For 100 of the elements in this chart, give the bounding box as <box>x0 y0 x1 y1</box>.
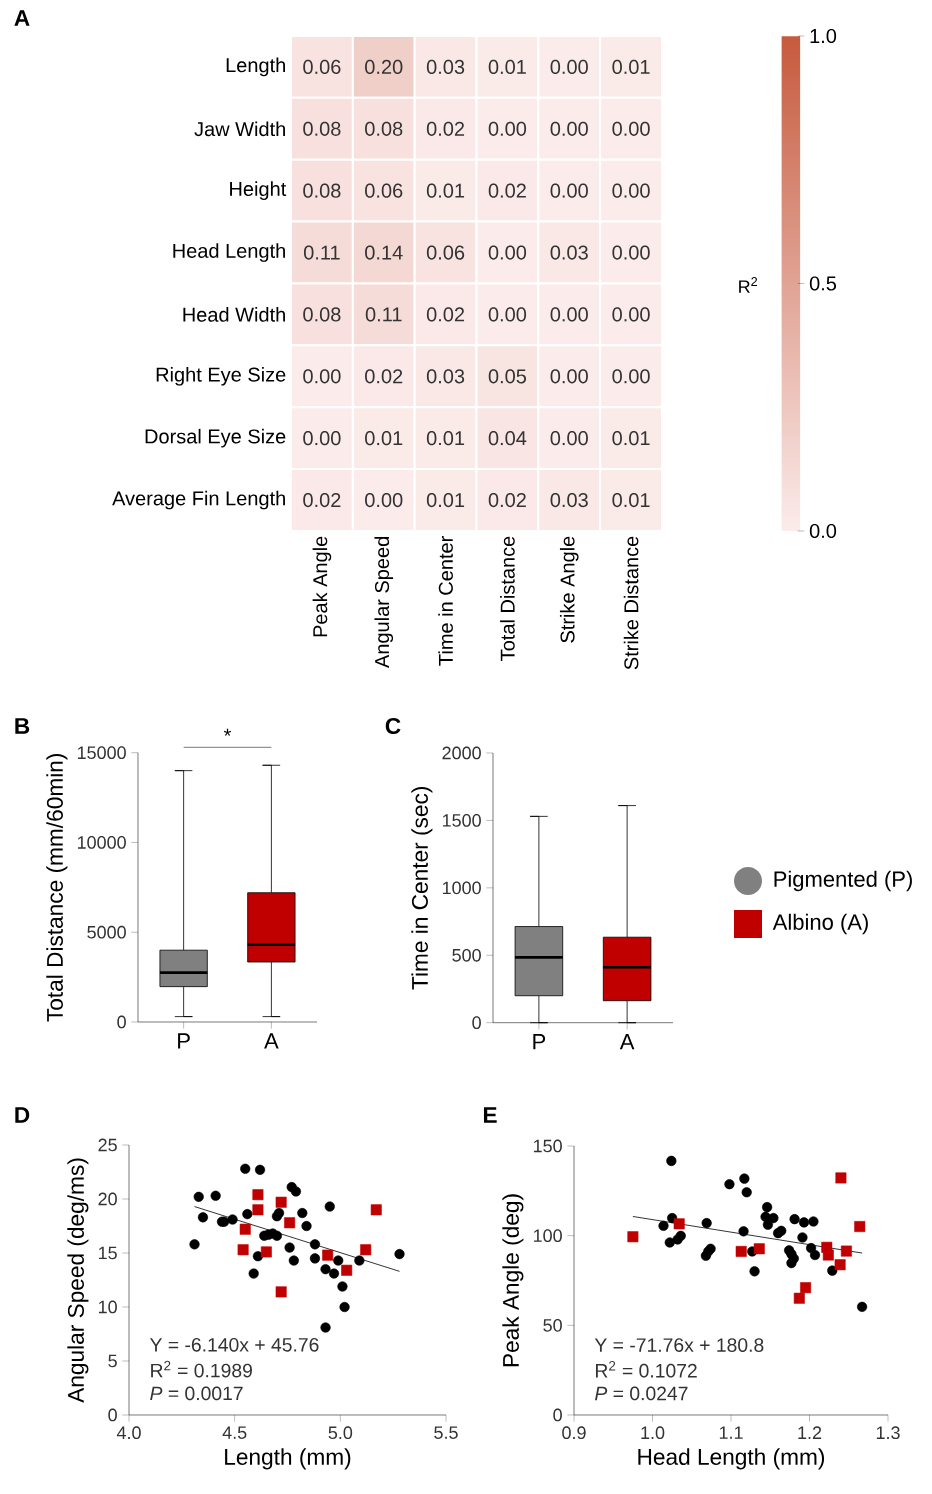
x-tick-label: 1.3 <box>876 1426 900 1440</box>
x-axis-title: Length (mm) <box>225 1448 351 1470</box>
data-label: 0.00 <box>303 431 341 446</box>
data-label: 0.00 <box>550 183 588 198</box>
x-tick-label: P <box>178 1033 190 1049</box>
x-tick-label: Strike Angle <box>559 536 579 643</box>
y-axis-title: Total Distance (mm/60min) <box>46 754 68 1022</box>
data-label: 0.14 <box>365 245 403 260</box>
data-label: 0.08 <box>303 183 341 198</box>
data-label: 0.00 <box>550 121 588 136</box>
data-label: 0.01 <box>612 59 650 75</box>
text: * <box>223 728 232 736</box>
y-tick-label: Jaw Width <box>194 121 285 137</box>
y-tick-label: 1000 <box>442 881 481 895</box>
data-label: 0.04 <box>488 431 527 446</box>
data-label: 0.20 <box>365 59 403 75</box>
y-tick-label: 15000 <box>77 746 126 760</box>
annotation: R$^{2}$ = 0.1989 <box>151 1360 252 1378</box>
y-tick-label: 500 <box>452 948 481 962</box>
y-tick-label: Right Eye Size <box>156 366 286 386</box>
data-label: 0.00 <box>612 245 650 260</box>
data-label: 0.00 <box>612 121 650 136</box>
y-tick-label: 0 <box>472 1016 481 1030</box>
data-label: 0.00 <box>550 431 588 446</box>
x-tick-label: 4.5 <box>222 1426 247 1439</box>
data-label: 0.01 <box>365 431 403 446</box>
annotation: P = 0.0247 <box>595 1386 688 1401</box>
data-label: 0.01 <box>488 59 526 75</box>
data-label: 0.06 <box>426 245 465 260</box>
data-label: 0.00 <box>550 59 588 75</box>
y-tick-label: Head Length <box>173 243 285 262</box>
y-tick-label: 5000 <box>87 925 126 939</box>
data-label: 0.11 <box>365 307 402 322</box>
data-label: 0.00 <box>612 307 650 322</box>
data-label: 0.02 <box>303 492 341 508</box>
data-label: 0.00 <box>550 369 588 384</box>
data-label: 0.01 <box>612 431 650 446</box>
data-label: 0.00 <box>488 121 527 136</box>
legend-label: Pigmented (P) <box>774 870 912 892</box>
y-tick-label: Length <box>226 57 285 77</box>
data-label: 0.02 <box>365 369 403 384</box>
data-label: 0.00 <box>303 369 341 384</box>
annotation: P = 0.0017 <box>150 1386 243 1401</box>
x-tick-label: 1.0 <box>641 1426 665 1440</box>
y-tick-label: Height <box>230 181 287 200</box>
data-label: 0.06 <box>303 59 341 75</box>
annotation: R$^{2}$ = 0.1072 <box>596 1360 697 1378</box>
x-axis-title: Head Length (mm) <box>638 1448 825 1470</box>
x-tick-label: Peak Angle <box>312 536 332 637</box>
annotation: Y = -6.140x + 45.76 <box>149 1337 319 1352</box>
data-label: 0.01 <box>426 431 465 446</box>
x-tick-label: Strike Distance <box>623 536 639 670</box>
data-label: 0.00 <box>488 307 527 322</box>
x-tick-label: Angular Speed <box>374 537 394 668</box>
y-tick-label: 2000 <box>442 746 481 760</box>
data-label: 0.08 <box>303 307 341 322</box>
chart-title: D <box>15 1107 30 1123</box>
y-tick-label: 100 <box>533 1229 562 1243</box>
data-label: 0.03 <box>426 59 465 75</box>
data-label: 0.01 <box>426 183 465 198</box>
data-label: 0.00 <box>365 492 403 508</box>
x-tick-label: 1.2 <box>798 1426 822 1439</box>
data-label: 0.00 <box>612 369 650 384</box>
data-label: 0.01 <box>426 492 465 508</box>
x-tick-label: 1.1 <box>719 1426 743 1439</box>
data-label: 0.06 <box>365 183 403 198</box>
data-label: 0.01 <box>612 492 650 508</box>
color-bar-label: 0.5 <box>809 276 837 291</box>
x-tick-label: A <box>264 1033 279 1049</box>
data-label: 0.02 <box>426 307 465 322</box>
color-bar-label: 1.0 <box>810 28 837 44</box>
x-tick-label: A <box>619 1034 635 1050</box>
color-bar-label: 0.0 <box>809 523 837 539</box>
y-tick-label: 0 <box>553 1408 562 1422</box>
y-tick-label: Average Fin Length <box>112 490 285 510</box>
data-label: 0.00 <box>488 245 527 260</box>
data-label: 0.03 <box>426 369 465 384</box>
chart-title: E <box>483 1107 497 1123</box>
annotation: Y = -71.76x + 180.8 <box>594 1338 764 1352</box>
y-axis-title: Angular Speed (deg/ms) <box>67 1158 89 1403</box>
data-label: 0.05 <box>488 369 527 384</box>
data-label: 0.00 <box>612 183 650 198</box>
y-tick-label: 15 <box>98 1246 117 1260</box>
x-tick-label: P <box>533 1034 546 1050</box>
data-label: 0.00 <box>550 307 588 322</box>
legend-label: Albino (A) <box>772 913 868 935</box>
y-tick-label: 10000 <box>77 836 126 849</box>
chart-title: C <box>385 717 401 735</box>
y-tick-label: 0 <box>108 1408 117 1422</box>
y-axis-title: Peak Angle (deg) <box>502 1194 524 1367</box>
data-label: 0.03 <box>550 245 588 260</box>
x-tick-label: Total Distance <box>500 536 515 661</box>
x-tick-label: 5.5 <box>434 1426 458 1439</box>
y-tick-label: 0 <box>117 1015 126 1029</box>
chart-title: B <box>15 718 30 734</box>
y-tick-label: 5 <box>108 1354 117 1368</box>
data-label: 0.08 <box>303 121 341 136</box>
data-label: 0.03 <box>550 492 588 508</box>
color-bar-title: R$^{2}$ <box>739 277 758 293</box>
y-tick-label: 1500 <box>442 814 481 827</box>
